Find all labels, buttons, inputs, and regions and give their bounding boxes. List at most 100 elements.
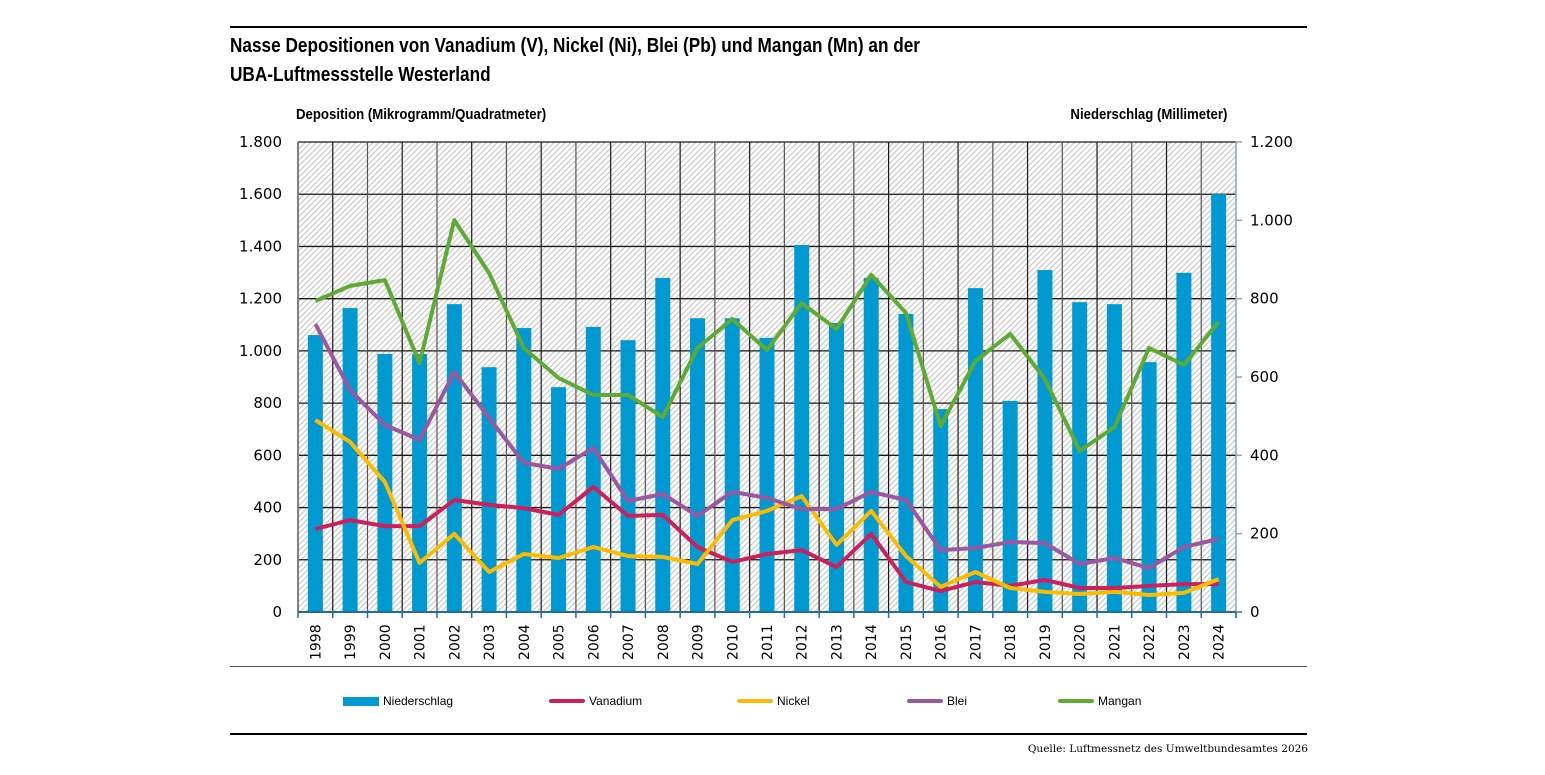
bar-niederschlag-2006 — [585, 326, 601, 612]
x-tick-label-2018: 2018 — [1003, 624, 1019, 660]
bar-niederschlag-1998 — [307, 335, 323, 612]
chart-title-line-2: UBA-Luftmessstelle Westerland — [230, 64, 491, 86]
bar-niederschlag-2005 — [551, 387, 567, 612]
bar-niederschlag-2010 — [724, 318, 740, 612]
bar-niederschlag-2002 — [446, 304, 462, 612]
bar-niederschlag-2022 — [1141, 362, 1157, 612]
legend-swatch-niederschlag — [343, 696, 379, 706]
legend-item-nickel: Nickel — [737, 694, 810, 708]
y-tick-left-label: 0 — [272, 603, 282, 621]
x-tick-label-2013: 2013 — [829, 624, 845, 660]
y-tick-right-label: 1.200 — [1250, 133, 1293, 151]
y-axis-right-title: Niederschlag (Millimeter) — [1070, 106, 1227, 123]
legend-swatch-blei — [907, 699, 943, 703]
bar-niederschlag-2014 — [863, 277, 879, 612]
x-tick-label-2008: 2008 — [656, 624, 672, 660]
bar-niederschlag-2011 — [759, 337, 775, 612]
y-tick-left-label: 1.000 — [239, 342, 282, 360]
x-tick-label-2009: 2009 — [691, 624, 707, 660]
legend-swatch-vanadium — [549, 699, 585, 703]
x-axis-ticks: 1998 1999 2000 2001 2002 2003 2004 2005 2006 2007… — [297, 612, 1237, 660]
y-axis-right-ticks: 0 200 400 600 800 1.000 1.200 — [1236, 133, 1293, 621]
line-vanadium — [314, 484, 1219, 594]
x-tick-label-2024: 2024 — [1212, 624, 1228, 660]
x-tick-label-2001: 2001 — [413, 624, 429, 660]
x-tick-label-2006: 2006 — [586, 624, 602, 660]
x-tick-label-2007: 2007 — [621, 624, 637, 660]
legend-item-mangan: Mangan — [1058, 694, 1141, 708]
x-tick-label-2022: 2022 — [1142, 624, 1158, 660]
x-tick-label-2010: 2010 — [725, 624, 741, 660]
legend-label-niederschlag: Niederschlag — [383, 694, 454, 708]
x-tick-label-2017: 2017 — [968, 624, 984, 660]
bar-niederschlag-2001 — [412, 353, 428, 612]
y-axis-left-ticks: 0 200 400 600 800 1.000 1.200 1.400 1.600 1.800 — [239, 133, 282, 621]
x-tick-label-2004: 2004 — [517, 624, 533, 660]
bar-niederschlag-1999 — [342, 308, 358, 612]
x-tick-label-2005: 2005 — [552, 624, 568, 660]
y-tick-right-label: 400 — [1250, 446, 1279, 464]
x-tick-label-2003: 2003 — [482, 624, 498, 660]
y-axis-left-title: Deposition (Mikrogramm/Quadratmeter) — [296, 106, 547, 123]
axes — [297, 142, 1242, 618]
bar-niederschlag-2015 — [898, 313, 914, 612]
chart-bottom-rule — [230, 666, 1307, 667]
bar-niederschlag-2009 — [690, 318, 706, 612]
bar-niederschlag-2024 — [1211, 194, 1227, 612]
x-tick-label-2000: 2000 — [378, 624, 394, 660]
x-tick-label-2015: 2015 — [899, 624, 915, 660]
y-tick-right-label: 1.000 — [1250, 211, 1293, 229]
x-tick-label-2012: 2012 — [795, 624, 811, 660]
y-tick-left-label: 1.600 — [239, 185, 282, 203]
bar-niederschlag-2020 — [1072, 302, 1088, 612]
x-tick-label-1998: 1998 — [308, 624, 324, 660]
bar-niederschlag-2007 — [620, 340, 636, 612]
x-tick-label-2021: 2021 — [1107, 624, 1123, 660]
line-nickel — [314, 418, 1220, 597]
legend-item-blei: Blei — [907, 694, 967, 708]
x-tick-label-2014: 2014 — [864, 624, 880, 660]
x-tick-label-1999: 1999 — [343, 624, 359, 660]
x-tick-label-2019: 2019 — [1038, 624, 1054, 660]
y-tick-left-label: 200 — [253, 551, 282, 569]
x-tick-label-2020: 2020 — [1073, 624, 1089, 660]
legend-label-vanadium: Vanadium — [589, 694, 643, 708]
x-tick-label-2011: 2011 — [760, 624, 776, 660]
y-tick-left-label: 1.400 — [239, 237, 282, 255]
bar-niederschlag-2008 — [655, 277, 671, 612]
legend-item-niederschlag: Niederschlag — [343, 694, 453, 708]
y-tick-left-label: 400 — [253, 499, 282, 517]
bar-niederschlag-2012 — [794, 245, 810, 612]
bar-niederschlag-2019 — [1037, 270, 1053, 612]
y-tick-right-label: 200 — [1250, 525, 1279, 543]
legend-swatch-mangan — [1058, 699, 1094, 703]
y-tick-right-label: 600 — [1250, 368, 1279, 386]
bar-niederschlag-2004 — [516, 328, 532, 612]
y-tick-left-label: 1.200 — [239, 290, 282, 308]
y-tick-right-label: 0 — [1250, 603, 1260, 621]
chart-title-line-1: Nasse Depositionen von Vanadium (V), Nic… — [230, 35, 921, 57]
x-tick-label-2002: 2002 — [447, 624, 463, 660]
legend-label-mangan: Mangan — [1098, 694, 1142, 708]
x-tick-label-2023: 2023 — [1177, 624, 1193, 660]
bar-niederschlag-2021 — [1106, 304, 1122, 612]
source-note: Quelle: Luftmessnetz des Umweltbundesamt… — [1027, 743, 1308, 755]
bar-niederschlag-2018 — [1002, 400, 1018, 612]
x-tick-label-2016: 2016 — [934, 624, 950, 660]
bar-niederschlag-2023 — [1176, 272, 1192, 612]
legend-label-blei: Blei — [947, 694, 968, 708]
bar-niederschlag-2017 — [967, 288, 983, 612]
bar-niederschlag-2016 — [933, 409, 949, 612]
legend-swatch-nickel — [737, 699, 773, 703]
y-tick-left-label: 800 — [253, 394, 282, 412]
line-series — [313, 218, 1221, 597]
bar-niederschlag-2003 — [481, 367, 497, 612]
top-rule — [230, 26, 1307, 28]
y-tick-right-label: 800 — [1250, 290, 1279, 308]
legend-label-nickel: Nickel — [777, 694, 810, 708]
chart-title: Nasse Depositionen von Vanadium (V), Nic… — [230, 32, 1090, 90]
legend-item-vanadium: Vanadium — [549, 694, 642, 708]
y-tick-left-label: 1.800 — [239, 133, 282, 151]
footer-rule — [230, 733, 1307, 735]
